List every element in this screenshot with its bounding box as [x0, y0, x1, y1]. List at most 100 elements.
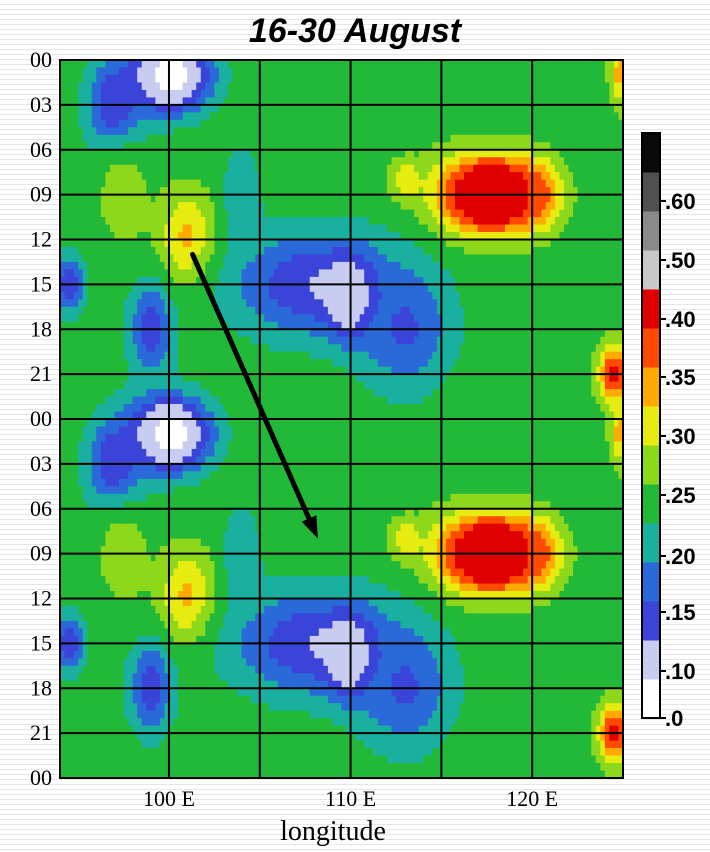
- heatmap-cell: [119, 306, 125, 315]
- heatmap-cell: [609, 351, 615, 360]
- heatmap-cell: [168, 202, 175, 211]
- heatmap-cell: [450, 97, 456, 106]
- heatmap-cell: [373, 112, 379, 121]
- chart-title: 16-30 August: [249, 12, 463, 50]
- heatmap-cell: [323, 217, 329, 226]
- heatmap-cell: [550, 112, 556, 121]
- heatmap-cell: [609, 60, 615, 69]
- heatmap-cell: [509, 179, 515, 188]
- heatmap-cell: [327, 284, 334, 293]
- heatmap-cell: [259, 269, 265, 278]
- heatmap-cell: [173, 276, 179, 285]
- heatmap-cell: [373, 246, 379, 256]
- heatmap-cell: [473, 119, 479, 128]
- heatmap-cell: [509, 149, 515, 158]
- heatmap-cell: [514, 97, 520, 106]
- heatmap-cell: [346, 187, 352, 196]
- heatmap-cell: [504, 269, 511, 278]
- heatmap-cell: [237, 172, 243, 181]
- heatmap-cell: [541, 314, 547, 323]
- heatmap-cell: [482, 142, 488, 151]
- heatmap-cell: [582, 269, 588, 278]
- heatmap-cell: [323, 224, 329, 233]
- heatmap-cell: [159, 276, 166, 285]
- heatmap-cell: [300, 134, 306, 143]
- heatmap-cell: [545, 284, 551, 293]
- heatmap-cell: [82, 269, 88, 278]
- heatmap-cell: [191, 187, 197, 196]
- heatmap-cell: [82, 194, 88, 203]
- heatmap-cell: [69, 254, 75, 263]
- heatmap-cell: [450, 202, 456, 211]
- heatmap-cell: [491, 276, 497, 285]
- heatmap-cell: [436, 344, 442, 353]
- heatmap-cell: [377, 232, 383, 241]
- heatmap-cell: [237, 67, 243, 76]
- heatmap-cell: [109, 119, 116, 128]
- heatmap-cell: [155, 209, 161, 218]
- heatmap-cell: [150, 359, 156, 368]
- heatmap-cell: [309, 112, 315, 121]
- heatmap-cell: [164, 246, 170, 256]
- heatmap-cell: [450, 314, 456, 323]
- heatmap-cell: [386, 172, 393, 181]
- heatmap-cell: [309, 336, 315, 345]
- heatmap-cell: [400, 134, 406, 143]
- heatmap-cell: [495, 179, 502, 188]
- heatmap-cell: [473, 149, 479, 158]
- heatmap-cell: [391, 89, 397, 98]
- heatmap-cell: [459, 336, 465, 345]
- heatmap-cell: [96, 97, 102, 106]
- heatmap-cell: [309, 217, 315, 226]
- heatmap-cell: [450, 119, 456, 128]
- heatmap-cell: [468, 269, 474, 278]
- heatmap-cell: [495, 74, 502, 84]
- heatmap-cell: [500, 224, 506, 233]
- heatmap-cell: [273, 209, 279, 218]
- heatmap-cell: [436, 284, 442, 293]
- heatmap-cell: [377, 74, 383, 84]
- heatmap-cell: [613, 127, 620, 136]
- heatmap-cell: [60, 127, 66, 136]
- heatmap-cell: [613, 104, 620, 113]
- heatmap-cell: [550, 336, 556, 345]
- heatmap-cell: [164, 224, 170, 233]
- heatmap-cell: [109, 74, 116, 84]
- heatmap-cell: [409, 172, 415, 181]
- heatmap-cell: [514, 224, 520, 233]
- heatmap-cell: [477, 119, 483, 128]
- heatmap-cell: [128, 82, 134, 91]
- heatmap-cell: [214, 359, 220, 368]
- heatmap-cell: [477, 261, 483, 271]
- heatmap-cell: [182, 157, 188, 166]
- heatmap-cell: [418, 157, 424, 166]
- heatmap-cell: [309, 321, 315, 330]
- heatmap-cell: [205, 269, 211, 278]
- heatmap-cell: [355, 314, 361, 323]
- heatmap-cell: [205, 246, 211, 256]
- heatmap-cell: [391, 351, 397, 360]
- heatmap-cell: [168, 67, 175, 76]
- heatmap-cell: [350, 269, 356, 278]
- heatmap-cell: [500, 127, 506, 136]
- heatmap-cell: [314, 291, 320, 300]
- heatmap-cell: [368, 329, 374, 338]
- heatmap-cell: [504, 60, 511, 69]
- heatmap-cell: [464, 119, 470, 128]
- heatmap-cell: [305, 299, 311, 308]
- heatmap-cell: [341, 306, 347, 315]
- heatmap-cell: [268, 97, 274, 106]
- heatmap-cell: [445, 127, 452, 136]
- heatmap-cell: [609, 179, 615, 188]
- heatmap-cell: [364, 306, 370, 315]
- heatmap-cell: [355, 134, 361, 143]
- heatmap-cell: [477, 246, 483, 256]
- heatmap-cell: [559, 306, 565, 315]
- heatmap-cell: [395, 232, 402, 241]
- heatmap-cell: [382, 157, 388, 166]
- heatmap-cell: [341, 149, 347, 158]
- heatmap-cell: [359, 209, 365, 218]
- heatmap-cell: [405, 246, 411, 256]
- heatmap-cell: [468, 157, 474, 166]
- heatmap-cell: [273, 134, 279, 143]
